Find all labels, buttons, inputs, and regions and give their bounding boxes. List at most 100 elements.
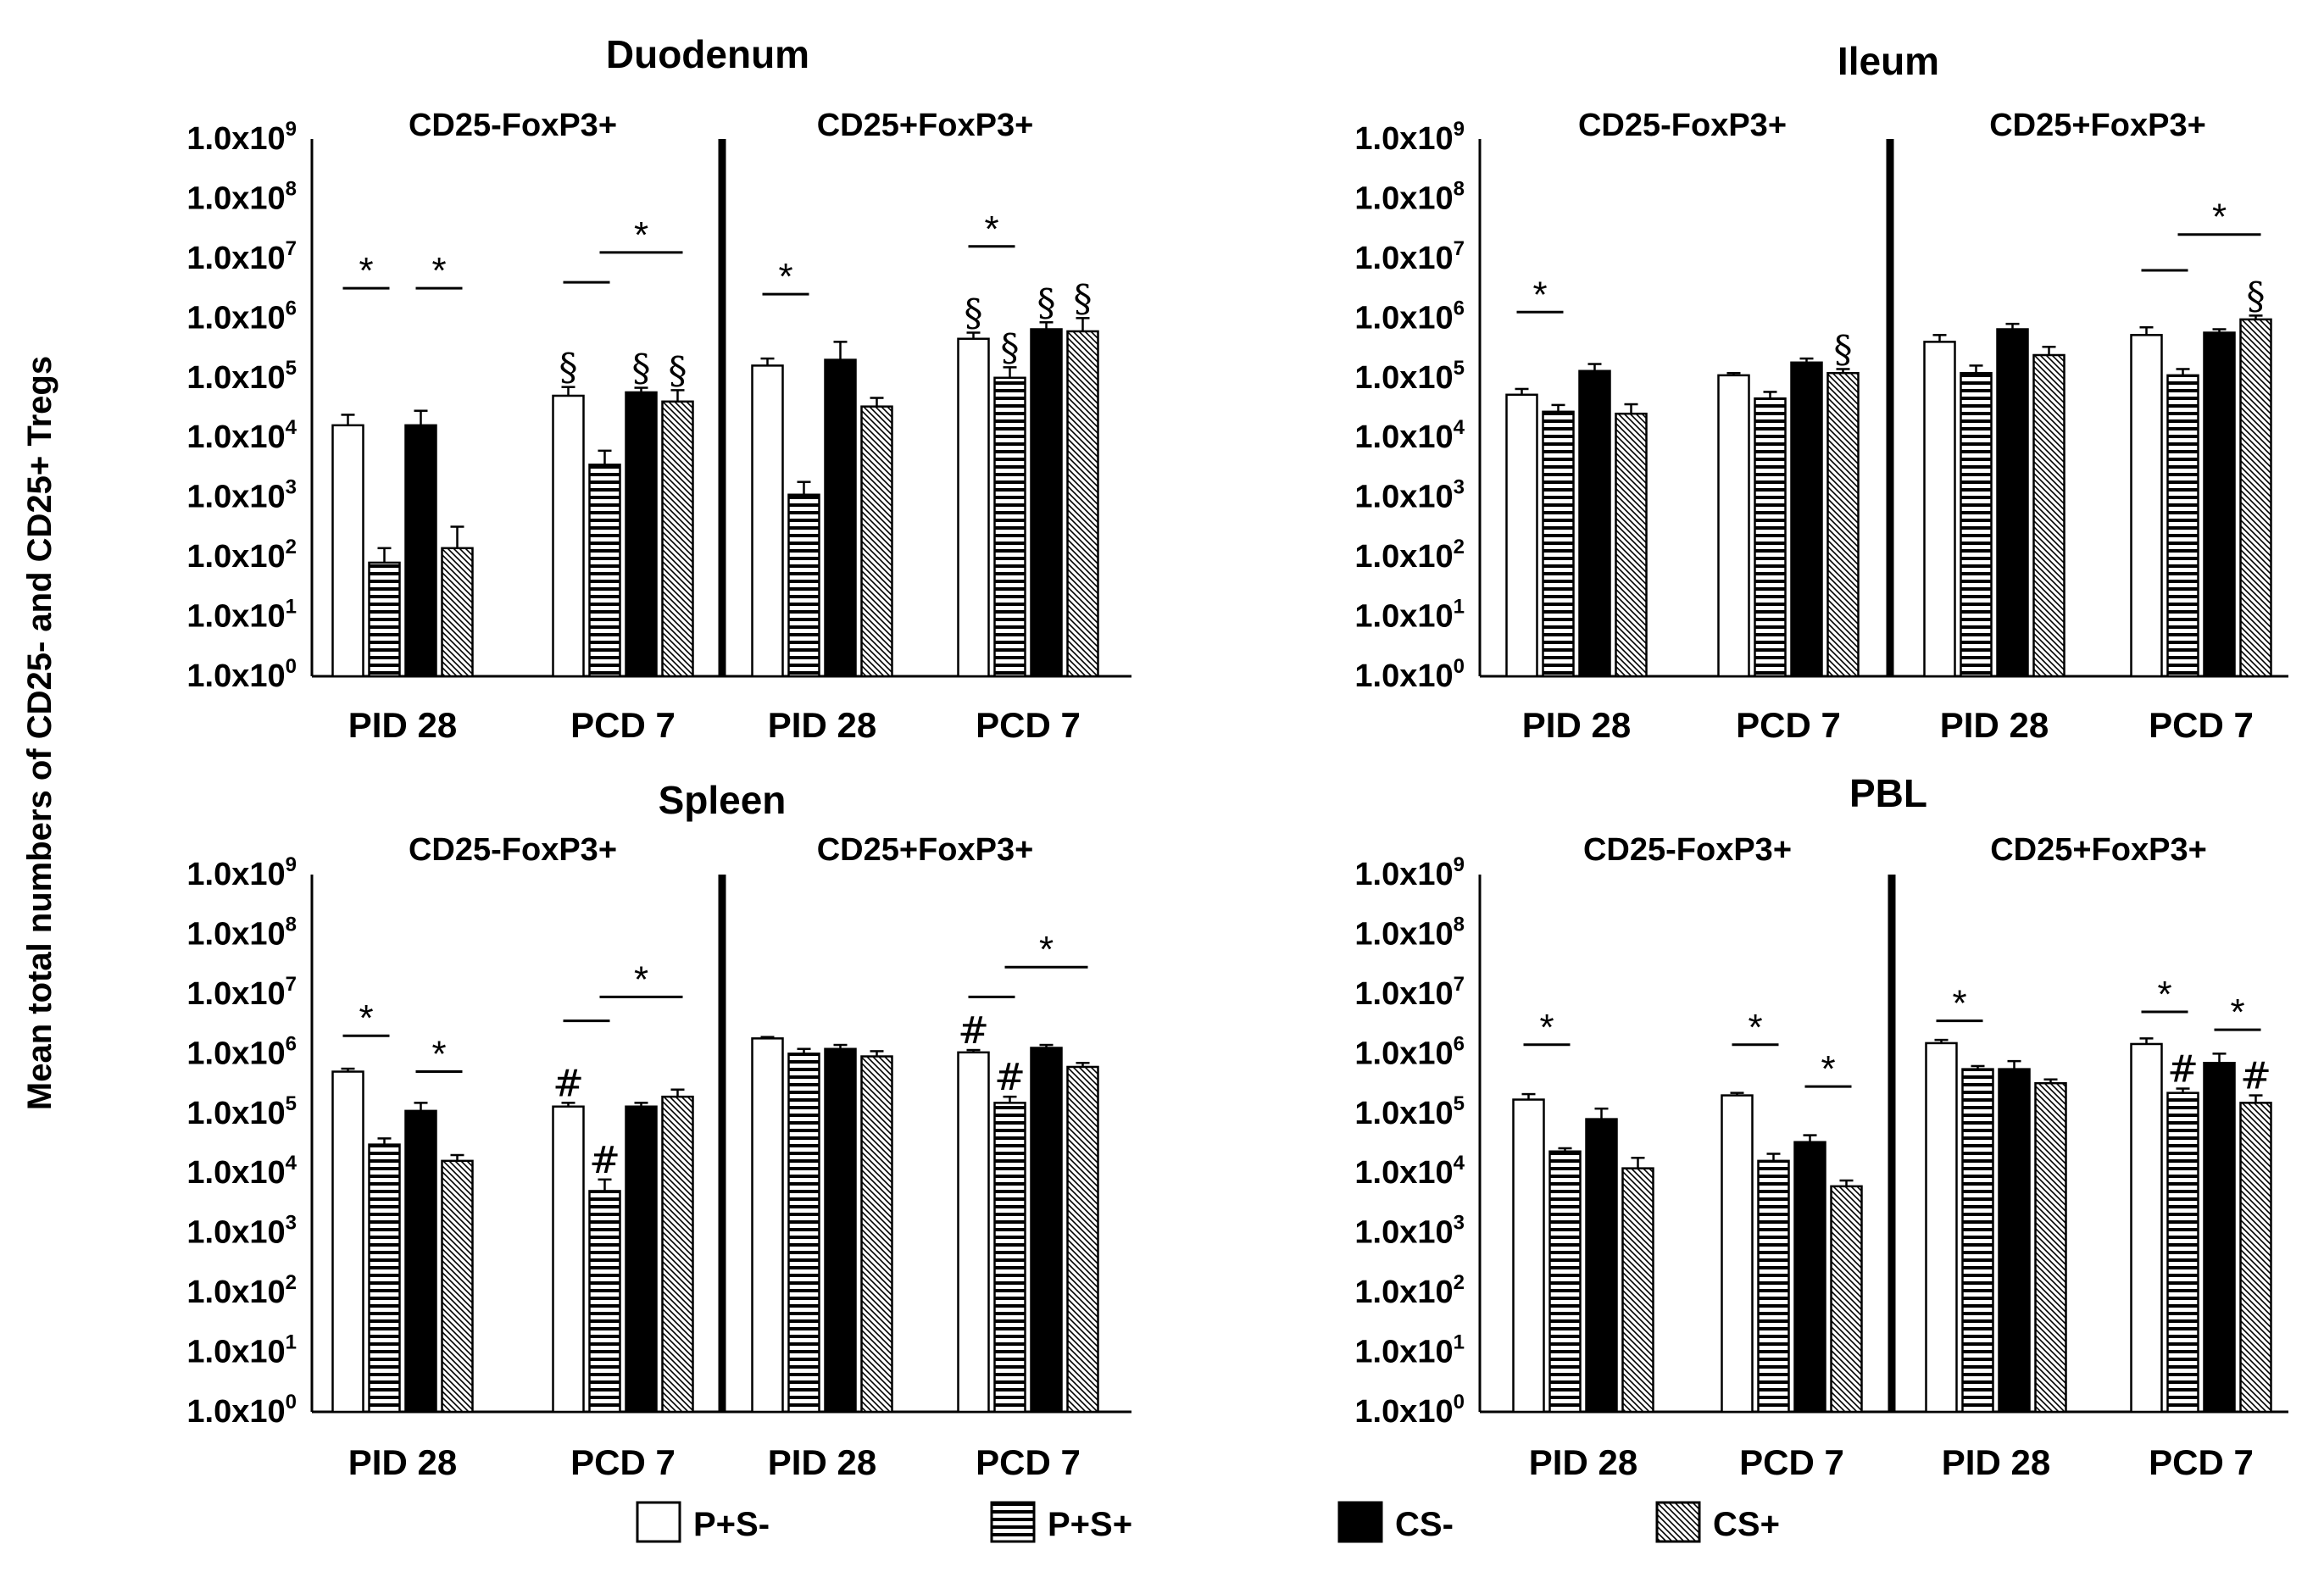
bar (1548, 1150, 1582, 1414)
y-tick-label: 1.0x102 (186, 536, 297, 575)
y-tick-label: 1.0x103 (186, 1212, 297, 1251)
bar (1721, 1094, 1754, 1414)
significance-marker: § (2247, 275, 2266, 318)
y-axis-label: Mean total numbers of CD25- and CD25+ Tr… (21, 356, 58, 1110)
asterisk: * (2157, 974, 2171, 1015)
chart-1: Ileum CD25-FoxP3+ CD25+FoxP3+ 1.0x100 1.0x10… (1354, 39, 2288, 745)
chart-title: Spleen (659, 778, 787, 822)
bar (824, 358, 857, 678)
y-tick-label: 1.0x103 (186, 476, 297, 515)
bar (552, 394, 585, 678)
asterisk: * (359, 997, 373, 1039)
bar (441, 547, 474, 678)
bar (661, 1095, 694, 1414)
bar (2130, 1042, 2163, 1414)
significance-marker: § (559, 347, 578, 390)
x-tick-label: PID 28 (1940, 705, 2049, 745)
y-tick-label: 1.0x105 (186, 357, 297, 396)
y-tick-label: 1.0x109 (1354, 853, 1465, 892)
bar (404, 1109, 437, 1414)
legend-swatch (1655, 1501, 1701, 1543)
bar (1585, 1118, 1618, 1414)
y-tick-label: 1.0x100 (186, 655, 297, 694)
significance-marker: § (965, 292, 983, 336)
asterisk: * (984, 208, 998, 250)
charts-group: Duodenum CD25-FoxP3+ CD25+FoxP3+ 1.0x100 1.0… (186, 32, 2288, 1482)
y-tick-label: 1.0x101 (186, 1331, 297, 1370)
bar (1578, 369, 1611, 678)
bar (1790, 361, 1823, 678)
bar (1925, 1042, 1958, 1414)
significance-marker: # (589, 1139, 620, 1182)
y-tick-label: 1.0x102 (186, 1271, 297, 1310)
y-tick-label: 1.0x101 (1354, 596, 1465, 635)
bar (1754, 397, 1787, 678)
chart-title: PBL (1849, 771, 1927, 815)
legend-label: P+S- (693, 1506, 770, 1543)
bar (2239, 318, 2272, 678)
bar (1621, 1167, 1654, 1414)
x-tick-label: PCD 7 (570, 1442, 676, 1482)
bar (1793, 1141, 1826, 1414)
legend: P+S- P+S+ CS- CS+ (636, 1501, 1780, 1543)
asterisk: * (778, 256, 792, 297)
x-tick-label: PCD 7 (2149, 1442, 2254, 1482)
y-tick-label: 1.0x100 (1354, 655, 1465, 694)
significance-marker: § (1834, 328, 1853, 371)
bar (751, 1037, 784, 1414)
bar (2032, 353, 2065, 678)
asterisk: * (1821, 1048, 1835, 1090)
significance-marker: § (1001, 326, 1020, 369)
bar (1826, 371, 1860, 678)
bar (1615, 412, 1648, 678)
bar (1542, 410, 1575, 678)
bar (552, 1105, 585, 1414)
significance-marker: # (2167, 1048, 2199, 1092)
y-tick-label: 1.0x104 (186, 1152, 297, 1191)
asterisk: * (2230, 992, 2244, 1033)
legend-swatch (636, 1501, 681, 1543)
y-tick-label: 1.0x102 (1354, 1271, 1465, 1310)
y-tick-label: 1.0x102 (1354, 536, 1465, 575)
bar (1066, 1065, 1099, 1414)
bar (1505, 393, 1538, 678)
x-tick-label: PCD 7 (976, 705, 1081, 745)
y-tick-label: 1.0x105 (1354, 357, 1465, 396)
panel-title: CD25+FoxP3+ (1990, 832, 2207, 868)
bar (331, 1070, 364, 1414)
legend-item: CS- (1337, 1501, 1454, 1543)
asterisk: * (1952, 983, 1966, 1025)
significance-marker: # (2240, 1055, 2271, 1098)
panel-title: CD25-FoxP3+ (1583, 832, 1792, 868)
y-tick-label: 1.0x107 (1354, 973, 1465, 1012)
asterisk: * (634, 958, 648, 1000)
bar (1830, 1185, 1863, 1414)
y-tick-label: 1.0x108 (186, 913, 297, 952)
y-tick-label: 1.0x108 (1354, 177, 1465, 216)
bar (957, 1051, 990, 1414)
legend-item: P+S- (636, 1501, 770, 1543)
asterisk: * (1539, 1007, 1554, 1048)
y-tick-label: 1.0x105 (1354, 1092, 1465, 1131)
chart-3: PBL CD25-FoxP3+ CD25+FoxP3+ 1.0x100 1.0x101 1… (1354, 771, 2288, 1482)
bar (1960, 371, 1993, 678)
bar (331, 424, 364, 678)
chart-title: Ileum (1838, 39, 1939, 83)
bar (1757, 1159, 1790, 1414)
x-tick-label: PCD 7 (976, 1442, 1081, 1482)
x-tick-label: PID 28 (768, 705, 876, 745)
x-tick-label: PCD 7 (570, 705, 676, 745)
bar (588, 464, 621, 678)
bar (2130, 334, 2163, 678)
y-tick-label: 1.0x104 (1354, 416, 1465, 455)
y-tick-label: 1.0x103 (1354, 1212, 1465, 1251)
significance-marker: § (1074, 277, 1093, 320)
bar (824, 1047, 857, 1414)
significance-marker: # (958, 1009, 989, 1053)
x-tick-label: PID 28 (348, 1442, 457, 1482)
panel-title: CD25+FoxP3+ (1989, 108, 2206, 143)
y-tick-label: 1.0x106 (186, 1032, 297, 1071)
bar (1030, 328, 1063, 678)
asterisk: * (1039, 929, 1054, 970)
bar (1066, 330, 1099, 678)
